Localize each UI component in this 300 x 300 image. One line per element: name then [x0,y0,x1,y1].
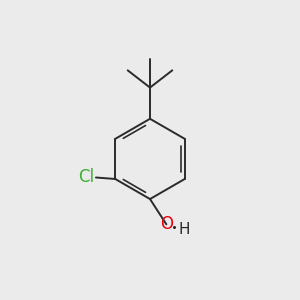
Text: O: O [160,215,173,233]
Text: Cl: Cl [79,169,95,187]
Text: H: H [179,222,190,237]
